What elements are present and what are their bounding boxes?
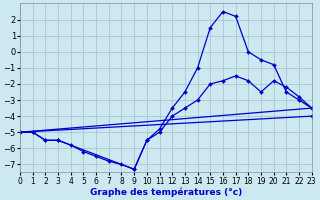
X-axis label: Graphe des températures (°c): Graphe des températures (°c) [90,187,242,197]
